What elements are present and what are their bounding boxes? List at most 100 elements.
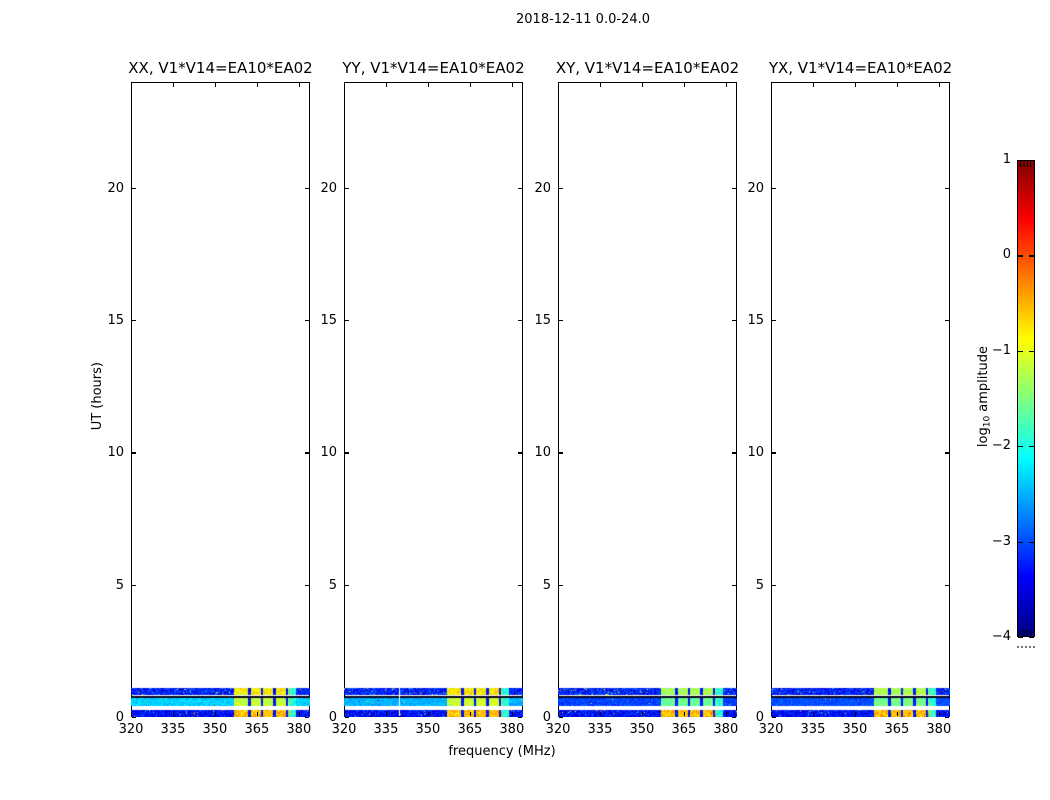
y-tick xyxy=(518,187,522,190)
y-tick xyxy=(132,452,136,454)
x-tick xyxy=(938,712,940,716)
x-tick-label: 365 xyxy=(457,722,483,737)
y-tick-label: 0 xyxy=(755,710,764,725)
x-tick xyxy=(725,712,727,716)
x-tick-label: 365 xyxy=(884,722,910,737)
y-tick xyxy=(559,452,563,454)
colorbar-tick xyxy=(1029,446,1034,448)
x-tick xyxy=(812,712,815,716)
y-tick xyxy=(559,717,563,719)
x-tick xyxy=(298,712,300,716)
panel-title-XX: XX, V1*V14=EA10*EA02 xyxy=(128,59,313,77)
y-tick xyxy=(132,584,136,586)
y-tick xyxy=(345,452,349,454)
colorbar-tick xyxy=(1018,255,1023,257)
y-tick xyxy=(518,584,522,586)
x-tick-label: 380 xyxy=(713,722,739,737)
heatmap-YX xyxy=(771,82,950,717)
y-tick xyxy=(945,584,949,586)
x-tick xyxy=(131,83,133,87)
y-tick xyxy=(945,187,949,190)
x-tick-label: 320 xyxy=(331,722,357,737)
y-tick xyxy=(945,717,949,719)
x-axis-label: frequency (MHz) xyxy=(448,744,556,759)
x-tick xyxy=(896,83,899,87)
x-tick-label: 335 xyxy=(160,722,186,737)
x-tick-label: 380 xyxy=(286,722,312,737)
y-tick xyxy=(305,187,309,190)
x-tick xyxy=(511,712,513,716)
colorbar-tick-label: −1 xyxy=(991,342,1011,358)
y-tick-label: 5 xyxy=(115,577,124,593)
y-tick xyxy=(345,717,349,719)
colorbar-gradient xyxy=(1017,160,1035,637)
x-tick xyxy=(427,712,430,716)
x-tick-label: 350 xyxy=(842,722,868,737)
y-tick-label: 10 xyxy=(320,445,337,461)
y-tick xyxy=(132,717,136,719)
colorbar-tick xyxy=(1018,637,1023,639)
x-tick xyxy=(511,83,513,87)
x-tick xyxy=(771,712,773,716)
y-tick xyxy=(772,320,776,322)
y-tick-label: 15 xyxy=(747,313,764,329)
x-tick-label: 350 xyxy=(629,722,655,737)
x-tick xyxy=(131,712,133,716)
colorbar-top-hatch xyxy=(1020,162,1032,167)
y-tick-label: 0 xyxy=(542,710,551,725)
colorbar-tick-label: −2 xyxy=(991,438,1011,454)
x-tick-label: 365 xyxy=(244,722,270,737)
y-tick xyxy=(772,717,776,719)
x-tick xyxy=(896,712,899,716)
colorbar-tick-label: −3 xyxy=(991,533,1011,549)
x-tick xyxy=(558,83,560,87)
x-tick-label: 335 xyxy=(587,722,613,737)
colorbar-bottom-hatch xyxy=(1020,630,1032,635)
y-tick xyxy=(345,320,349,322)
y-tick xyxy=(345,187,349,190)
x-tick-label: 380 xyxy=(499,722,525,737)
x-tick xyxy=(771,83,773,87)
y-tick xyxy=(732,320,736,322)
panel-title-YX: YX, V1*V14=EA10*EA02 xyxy=(768,59,953,77)
heatmap-XY xyxy=(558,82,737,717)
colorbar-tick-label: 0 xyxy=(1002,247,1011,263)
colorbar-tick xyxy=(1029,255,1034,257)
colorbar-tick-label: 1 xyxy=(1002,152,1011,167)
y-tick-label: 10 xyxy=(107,445,124,461)
x-tick-label: 365 xyxy=(671,722,697,737)
y-tick xyxy=(518,320,522,322)
y-tick-label: 10 xyxy=(747,445,764,461)
panel-title-XY: XY, V1*V14=EA10*EA02 xyxy=(555,59,740,77)
x-tick xyxy=(256,712,259,716)
x-tick-label: 320 xyxy=(545,722,571,737)
y-tick xyxy=(559,584,563,586)
x-tick xyxy=(172,83,175,87)
x-tick xyxy=(385,712,388,716)
y-tick-label: 20 xyxy=(320,180,337,196)
figure-title: 2018-12-11 0.0-24.0 xyxy=(516,12,650,27)
x-tick xyxy=(641,83,644,87)
x-tick xyxy=(344,712,346,716)
colorbar-label-post: amplitude xyxy=(976,346,991,416)
y-tick-label: 20 xyxy=(107,180,124,196)
y-tick xyxy=(305,320,309,322)
x-tick xyxy=(599,83,602,87)
y-tick xyxy=(732,584,736,586)
x-tick xyxy=(725,83,727,87)
x-tick xyxy=(298,83,300,87)
panel-title-YY: YY, V1*V14=EA10*EA02 xyxy=(342,59,525,77)
y-tick xyxy=(305,452,309,454)
y-tick xyxy=(305,717,309,719)
x-tick-label: 320 xyxy=(118,722,144,737)
colorbar-label-pre: log xyxy=(976,427,991,448)
x-tick xyxy=(599,712,602,716)
y-tick-label: 20 xyxy=(534,180,551,196)
x-tick xyxy=(469,83,472,87)
x-tick xyxy=(641,712,644,716)
heatmap-XX xyxy=(131,82,310,717)
y-tick xyxy=(772,187,776,190)
x-tick-label: 335 xyxy=(800,722,826,737)
x-tick-label: 320 xyxy=(758,722,784,737)
